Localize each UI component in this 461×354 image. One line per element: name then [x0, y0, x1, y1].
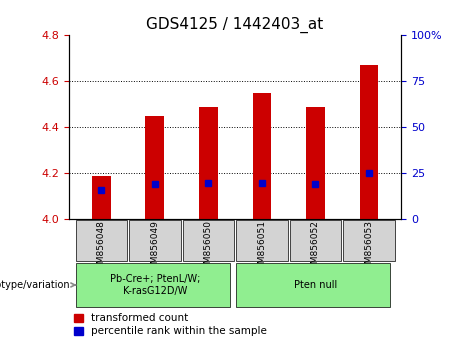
Text: GSM856050: GSM856050 [204, 220, 213, 275]
FancyBboxPatch shape [290, 220, 341, 261]
Text: GSM856053: GSM856053 [365, 220, 373, 275]
Bar [360, 65, 378, 219]
Text: GSM856048: GSM856048 [97, 220, 106, 275]
FancyBboxPatch shape [343, 220, 395, 261]
FancyBboxPatch shape [236, 220, 288, 261]
Bar [306, 107, 325, 219]
Bar [199, 107, 218, 219]
FancyBboxPatch shape [236, 263, 390, 307]
Bar [253, 93, 271, 219]
Text: Pb-Cre+; PtenL/W;
K-rasG12D/W: Pb-Cre+; PtenL/W; K-rasG12D/W [110, 274, 200, 296]
Text: GSM856052: GSM856052 [311, 220, 320, 275]
Text: Pten null: Pten null [294, 280, 337, 290]
Text: genotype/variation: genotype/variation [0, 280, 76, 290]
Title: GDS4125 / 1442403_at: GDS4125 / 1442403_at [147, 16, 324, 33]
Text: GSM856051: GSM856051 [257, 220, 266, 275]
Bar [92, 176, 111, 219]
Text: GSM856049: GSM856049 [150, 220, 160, 275]
Legend: transformed count, percentile rank within the sample: transformed count, percentile rank withi… [74, 313, 267, 336]
FancyBboxPatch shape [129, 220, 181, 261]
FancyBboxPatch shape [183, 220, 234, 261]
FancyBboxPatch shape [76, 220, 127, 261]
Bar [145, 116, 164, 219]
FancyBboxPatch shape [76, 263, 230, 307]
